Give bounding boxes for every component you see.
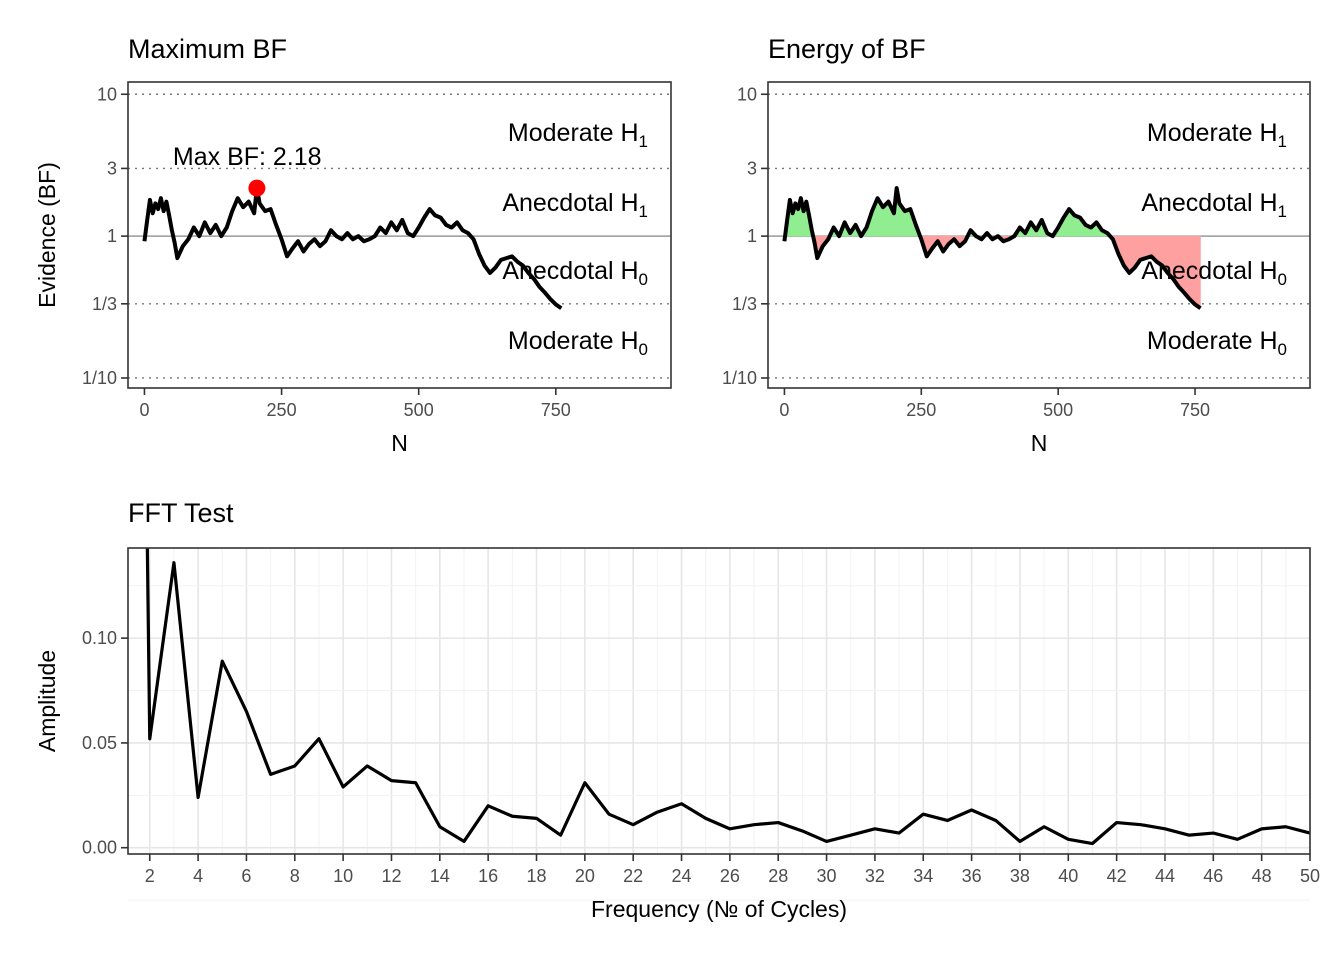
evidence-band-main: Anecdotal H: [502, 189, 638, 217]
evidence-band-subscript: 1: [1278, 132, 1287, 151]
y-tick-label: 1/10: [82, 368, 117, 388]
x-tick-label: 750: [1180, 400, 1210, 420]
evidence-band-main: Moderate H: [508, 119, 639, 147]
energy-fill-above: [904, 208, 911, 237]
series-line: [782, 186, 1202, 310]
x-tick-label: 2: [145, 866, 155, 886]
series-line: [142, 186, 563, 310]
max-bf-point: [248, 179, 266, 197]
evidence-band-subscript: 0: [639, 270, 648, 289]
x-tick-label: 36: [962, 866, 982, 886]
y-tick-label: 3: [107, 158, 117, 178]
y-axis-label: Evidence (BF): [34, 162, 60, 308]
evidence-band-subscript: 0: [1278, 340, 1287, 359]
x-tick-label: 750: [541, 400, 571, 420]
y-tick-label: 1/10: [722, 368, 757, 388]
y-tick-label: 0.05: [82, 733, 117, 753]
evidence-band-label: Anecdotal H0: [1141, 257, 1287, 289]
evidence-band-main: Moderate H: [508, 327, 639, 355]
x-tick-label: 14: [430, 866, 450, 886]
y-tick-label: 0.00: [82, 838, 117, 858]
evidence-band-label: Moderate H1: [508, 119, 648, 151]
evidence-band-label: Moderate H0: [508, 327, 648, 359]
evidence-band-subscript: 1: [1278, 202, 1287, 221]
series-line: [145, 547, 1311, 846]
evidence-band-label: Anecdotal H1: [502, 189, 648, 221]
x-tick-label: 6: [241, 866, 251, 886]
chart-title: FFT Test: [128, 498, 234, 528]
evidence-band-main: Anecdotal H: [1141, 189, 1277, 217]
evidence-band-label: Moderate H0: [1147, 327, 1287, 359]
x-tick-label: 0: [779, 400, 789, 420]
x-tick-label: 10: [333, 866, 353, 886]
x-tick-label: 42: [1107, 866, 1127, 886]
panel-border: [127, 81, 672, 389]
evidence-band-label: Anecdotal H1: [1141, 189, 1287, 221]
plot-background: [128, 548, 1310, 854]
y-tick-label: 1/3: [92, 294, 117, 314]
y-tick-label: 10: [97, 84, 117, 104]
y-tick-label: 0.10: [82, 628, 117, 648]
panel-border: [127, 547, 1311, 855]
y-tick-label: 10: [737, 84, 757, 104]
y-tick-label: 1/3: [732, 294, 757, 314]
x-tick-label: 16: [478, 866, 498, 886]
x-axis-label: Frequency (№ of Cycles): [591, 896, 847, 922]
evidence-band-main: Moderate H: [1147, 327, 1278, 355]
x-tick-label: 18: [526, 866, 546, 886]
evidence-band-subscript: 0: [1278, 270, 1287, 289]
evidence-band-label: Moderate H1: [1147, 119, 1287, 151]
x-tick-label: 500: [404, 400, 434, 420]
x-tick-label: 50: [1300, 866, 1320, 886]
x-tick-label: 32: [865, 866, 885, 886]
x-tick-label: 12: [381, 866, 401, 886]
x-tick-label: 28: [768, 866, 788, 886]
panel-border: [767, 81, 1311, 389]
x-tick-label: 500: [1043, 400, 1073, 420]
x-tick-label: 24: [672, 866, 692, 886]
x-tick-label: 4: [193, 866, 203, 886]
x-tick-label: 38: [1010, 866, 1030, 886]
x-tick-label: 20: [575, 866, 595, 886]
x-tick-label: 44: [1155, 866, 1175, 886]
max-bf-label: Max BF: 2.18: [173, 143, 322, 171]
x-tick-label: 48: [1252, 866, 1272, 886]
x-tick-label: 46: [1203, 866, 1223, 886]
evidence-band-main: Anecdotal H: [1141, 257, 1277, 285]
evidence-band-label: Anecdotal H0: [502, 257, 648, 289]
x-tick-label: 34: [913, 866, 933, 886]
y-tick-label: 3: [747, 158, 757, 178]
evidence-band-subscript: 1: [639, 202, 648, 221]
x-tick-label: 22: [623, 866, 643, 886]
y-axis-label: Amplitude: [34, 650, 60, 752]
x-axis-label: N: [1031, 430, 1048, 456]
x-tick-label: 250: [906, 400, 936, 420]
x-tick-label: 26: [720, 866, 740, 886]
x-axis-label: N: [391, 430, 408, 456]
evidence-band-subscript: 1: [639, 132, 648, 151]
x-tick-label: 40: [1058, 866, 1078, 886]
x-tick-label: 0: [139, 400, 149, 420]
y-tick-label: 1: [747, 226, 757, 246]
evidence-band-main: Anecdotal H: [502, 257, 638, 285]
y-tick-label: 1: [107, 226, 117, 246]
evidence-band-subscript: 0: [639, 340, 648, 359]
chart-title: Energy of BF: [768, 34, 926, 64]
x-tick-label: 30: [817, 866, 837, 886]
evidence-band-main: Moderate H: [1147, 119, 1278, 147]
chart-title: Maximum BF: [128, 34, 287, 64]
x-tick-label: 8: [290, 866, 300, 886]
x-tick-label: 250: [267, 400, 297, 420]
